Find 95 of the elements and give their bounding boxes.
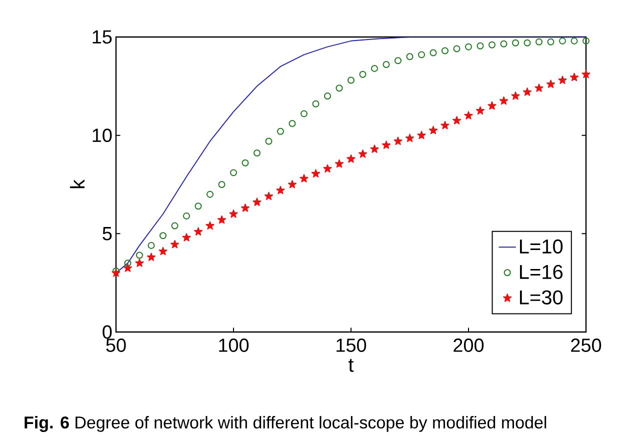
point: [218, 180, 226, 188]
point: [300, 110, 308, 118]
point: [136, 252, 144, 259]
point: [358, 150, 368, 158]
legend-label: L=10: [520, 239, 563, 254]
point: [452, 116, 462, 124]
point: [229, 209, 238, 218]
point: [323, 164, 332, 172]
point: [148, 242, 155, 249]
point: [428, 126, 438, 134]
point: [182, 233, 191, 242]
point: [453, 45, 460, 52]
point: [300, 174, 308, 182]
point: [476, 42, 484, 50]
point: [382, 61, 390, 68]
point: [465, 43, 472, 50]
point: [405, 134, 414, 142]
point: [534, 84, 544, 92]
y-tick-label: 10: [92, 128, 112, 142]
point: [324, 92, 331, 100]
point: [346, 154, 356, 163]
point: [348, 76, 354, 84]
point: [123, 264, 132, 272]
point: [512, 39, 519, 46]
point: [417, 130, 426, 140]
point: [570, 37, 578, 44]
point: [558, 37, 566, 44]
point: [194, 227, 203, 236]
point: [276, 186, 285, 194]
x-tick-label: 100: [219, 338, 249, 352]
point: [170, 240, 180, 248]
text: Fig. 6 Degree of network with different local-scope by modified model: [24, 416, 546, 432]
point: [418, 51, 425, 58]
point: [124, 260, 132, 267]
point: [406, 53, 414, 60]
point: [254, 150, 260, 157]
point: [464, 111, 473, 120]
y-tick-label: 5: [102, 227, 112, 240]
point: [265, 138, 272, 145]
point: [522, 88, 532, 96]
point: [334, 159, 344, 168]
point: [336, 84, 343, 92]
point: [558, 76, 567, 84]
point: [230, 169, 237, 176]
point: [206, 190, 214, 198]
point: [183, 212, 190, 220]
point: [217, 215, 226, 224]
point: [277, 128, 284, 135]
point: [442, 47, 448, 54]
legend-label: L=30: [520, 290, 563, 304]
point: [488, 41, 496, 48]
point: [546, 80, 556, 88]
point: [288, 120, 296, 128]
x-tick-label: 250: [571, 338, 602, 352]
point: [582, 37, 590, 44]
point: [160, 232, 166, 240]
point: [535, 38, 542, 46]
point: [264, 192, 274, 200]
x-tick-label: 200: [454, 338, 484, 352]
point: [394, 136, 402, 145]
point: [311, 169, 320, 178]
y-axis-title: k: [70, 179, 84, 188]
x-tick-label: 50: [106, 338, 126, 352]
legend-label: L=16: [520, 264, 563, 280]
point: [488, 101, 496, 110]
point: [440, 120, 450, 130]
point: [171, 222, 178, 230]
point: [194, 202, 202, 210]
point: [430, 49, 437, 56]
point: [570, 72, 579, 82]
point: [242, 159, 249, 166]
point: [371, 64, 378, 72]
point: [312, 100, 320, 108]
point: [547, 38, 554, 46]
point: [359, 70, 366, 78]
x-axis-title: t: [348, 358, 354, 372]
point: [499, 96, 508, 105]
point: [288, 180, 297, 188]
point: [240, 204, 250, 212]
point: [158, 246, 168, 256]
point: [511, 91, 520, 100]
y-tick-label: 15: [92, 30, 112, 44]
point: [135, 258, 144, 267]
x-tick-label: 150: [336, 338, 366, 352]
point: [524, 39, 531, 46]
point: [146, 252, 156, 261]
point: [370, 144, 379, 153]
point: [252, 198, 262, 206]
point: [382, 140, 391, 149]
point: [206, 221, 214, 230]
point: [582, 70, 590, 78]
point: [476, 106, 485, 114]
point: [394, 57, 402, 64]
point: [500, 40, 508, 48]
y-tick-label: 0: [102, 325, 112, 339]
